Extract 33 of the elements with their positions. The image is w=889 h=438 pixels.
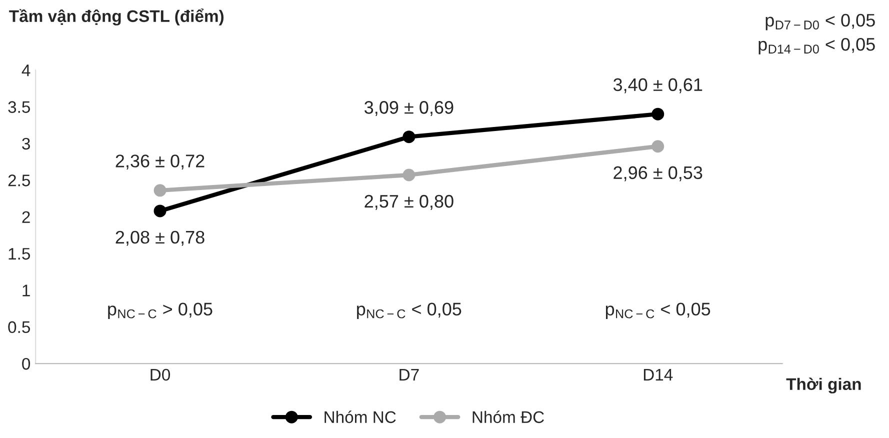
annotation: p$_{NC−C}$ < 0,05 <box>357 302 462 320</box>
y-tick-label: 2 <box>22 211 30 223</box>
y-tick-label: 2.5 <box>8 174 30 186</box>
legend-label: Nhóm ĐC <box>472 410 544 424</box>
y-tick-label: 1 <box>22 284 30 296</box>
point <box>652 108 664 120</box>
data-label: 2,36 ± 0,72 <box>116 154 204 170</box>
y-axis-title: Tầm vận động CSTL (điểm) <box>9 8 224 26</box>
annotation: p$_{NC−C}$ > 0,05 <box>108 302 212 320</box>
point <box>154 204 166 218</box>
data-label: 2,08 ± 0,78 <box>116 230 204 246</box>
point <box>402 168 416 182</box>
y-tick-label: 0 <box>22 358 30 370</box>
y-tick-label: 1.5 <box>8 248 30 260</box>
point <box>402 130 416 144</box>
x-axis-title: Thời gian <box>786 378 861 394</box>
x-tick-label: D14 <box>644 369 673 380</box>
x-tick-label: D0 <box>150 368 170 381</box>
y-tick-label: 3 <box>22 138 30 150</box>
data-label: 3,40 ± 0,61 <box>613 78 702 94</box>
annotation: p$_{NC−C}$ < 0,05 <box>606 302 710 320</box>
data-label: 3,09 ± 0,69 <box>364 101 454 116</box>
point <box>154 184 166 197</box>
y-tick-label: 4 <box>22 64 30 76</box>
text: p$_{D14−D0}$ < 0,05 <box>758 38 875 54</box>
point <box>652 140 664 153</box>
data-label: 2,57 ± 0,80 <box>364 194 454 210</box>
data-label: 2,96 ± 0,53 <box>614 166 702 182</box>
y-tick-label: 0.5 <box>8 321 30 334</box>
legend-label: Nhóm NC <box>324 410 396 424</box>
y-tick-label: 3.5 <box>8 101 30 113</box>
text: p$_{D7−D0}$ < 0,05 <box>766 14 875 30</box>
x-tick-label: D7 <box>400 369 419 380</box>
